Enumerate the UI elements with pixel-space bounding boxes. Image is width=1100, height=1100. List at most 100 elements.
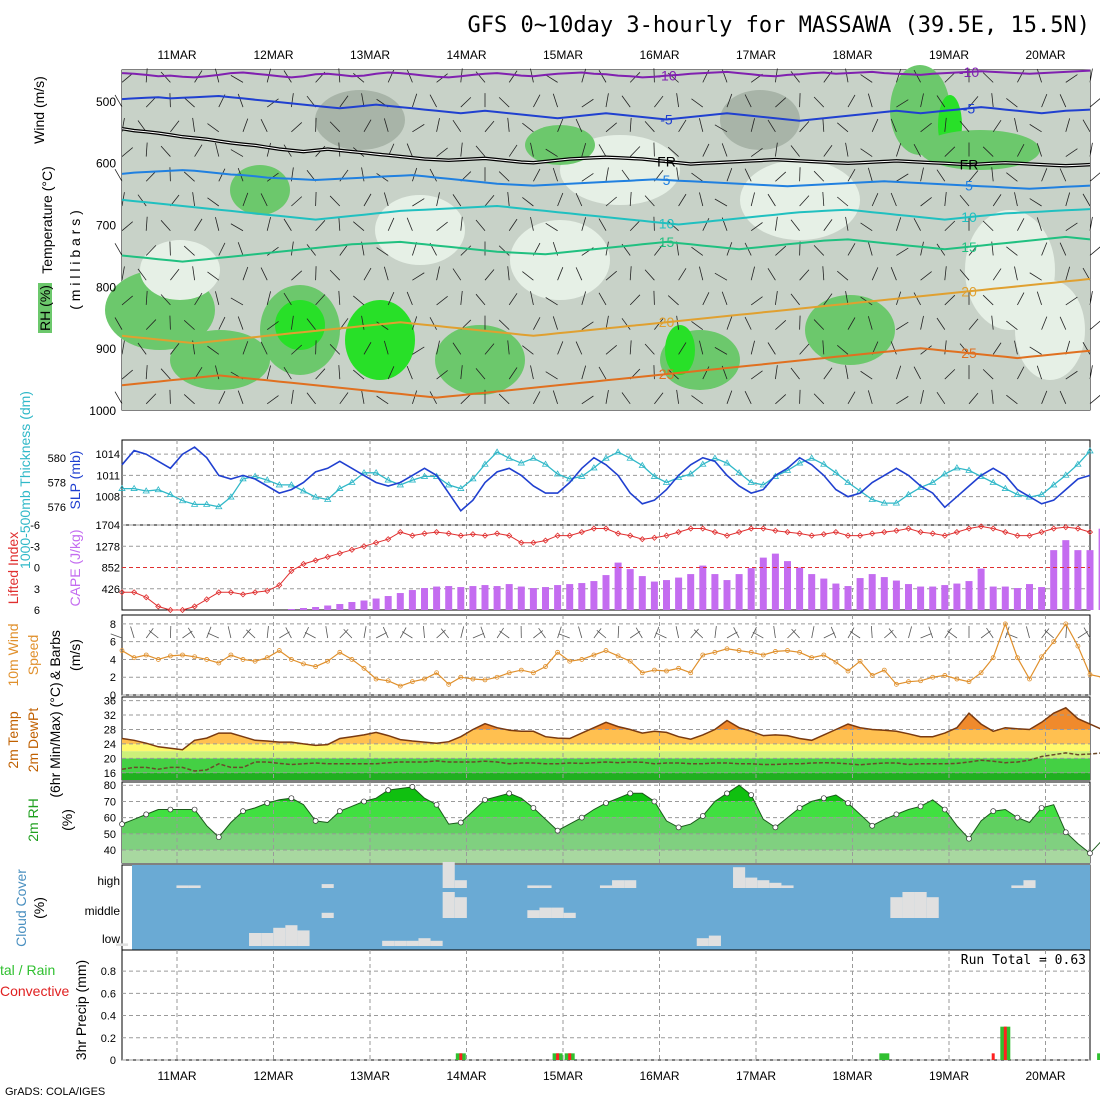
precip-panel: 0 0.2 0.4 0.6 0.8 Run Total = 0.63 3hr Precip …: [0, 949, 1100, 1067]
wind-barb: [242, 628, 252, 639]
rh-point: [1014, 814, 1021, 821]
thickness-point: [408, 476, 417, 483]
wind-barb: [291, 315, 294, 330]
wind-barb: [936, 169, 946, 182]
wind-speed-point: [869, 673, 875, 678]
li-point: [179, 606, 186, 614]
wind-barb: [137, 268, 147, 281]
cloud-bar: [599, 885, 613, 888]
wind-barb: [339, 243, 349, 256]
wind-barb: [621, 392, 631, 405]
pressure-tick: 900: [96, 342, 116, 356]
temp-contour-line: [121, 347, 1091, 399]
rh-region: [525, 125, 595, 165]
wind-tick: 2: [110, 672, 116, 684]
wind-barb: [315, 294, 326, 306]
thickness-point: [699, 460, 707, 467]
cloud-bar: [176, 885, 189, 888]
li-point: [445, 530, 452, 537]
cape-bar: [735, 574, 743, 610]
wind-barb: [291, 344, 303, 355]
wind-barb: [170, 120, 180, 133]
wind-speed-point: [373, 676, 379, 682]
date-label-bottom: 19MAR: [929, 1069, 969, 1083]
wind-barb: [944, 117, 947, 132]
wind-barb: [376, 395, 389, 405]
wind-barb: [145, 245, 157, 256]
rh-band: [122, 850, 1090, 863]
li-point: [820, 531, 827, 538]
precip-total-bar: [879, 1053, 890, 1060]
wind-barb: [635, 627, 643, 639]
cloud-bar: [297, 930, 310, 946]
rh-point: [506, 790, 513, 797]
wind-barb: [121, 295, 133, 306]
cape-bar: [687, 574, 695, 610]
wind-barb: [726, 167, 733, 182]
cloud-bar: [733, 867, 746, 888]
thickness-point: [626, 454, 634, 461]
wind-barb: [507, 340, 510, 355]
wind-barb: [530, 216, 534, 231]
thickness-point: [130, 484, 138, 491]
thickness-point: [505, 454, 513, 461]
wind-barb: [822, 340, 825, 355]
rh-point: [699, 813, 706, 819]
wind-speed-point: [337, 649, 343, 655]
cloud-bar: [273, 927, 286, 946]
wind-speed-point: [966, 679, 972, 685]
wind-barb: [361, 315, 365, 330]
wind-barb: [460, 365, 463, 380]
precip-tick: 0.8: [101, 966, 116, 978]
wind-barb: [496, 627, 504, 639]
wind-speed-point: [1002, 621, 1008, 627]
wind-barb: [484, 195, 495, 207]
wind-barb: [460, 216, 463, 231]
cloud-bar: [539, 885, 552, 888]
thickness-point: [239, 475, 247, 482]
date-label-top: 13MAR: [350, 48, 390, 62]
wind-barb: [1059, 168, 1067, 182]
rh-point: [457, 819, 464, 826]
precip-total-bar: [1097, 1053, 1100, 1060]
wind-barb: [799, 195, 810, 207]
thickness-point: [711, 454, 719, 461]
wind-barb: [896, 68, 902, 83]
wind-barb: [654, 244, 664, 256]
wind-barb: [387, 69, 395, 83]
li-tick: 3: [34, 584, 40, 596]
wind-barb: [436, 118, 440, 132]
rh-point: [893, 811, 900, 818]
wind-barb: [1089, 394, 1100, 405]
wind-barb: [145, 628, 154, 639]
wind-barb: [329, 121, 341, 133]
wind-barb: [775, 142, 778, 157]
wind-barb: [699, 340, 704, 355]
temp-contour-label: 5: [965, 178, 973, 194]
wind-barb: [644, 343, 655, 355]
li-point: [433, 529, 440, 536]
wind-barb: [183, 319, 195, 330]
wind-barb: [498, 319, 510, 330]
wind-barb: [353, 73, 365, 83]
wind-barb: [1082, 119, 1091, 133]
wind-barb: [260, 193, 268, 207]
wind-barb: [218, 316, 226, 330]
wind-barb: [145, 319, 157, 330]
cloud-bar: [406, 940, 419, 946]
wind-barb: [860, 370, 873, 380]
wind-speed-point: [470, 676, 476, 682]
wind-barb: [545, 74, 558, 83]
thickness-tick: 578: [48, 478, 66, 490]
thickness-point: [807, 454, 816, 461]
wind-barb: [402, 631, 413, 639]
rh-region: [805, 295, 895, 365]
wind-barb: [699, 192, 704, 207]
wind-barb: [440, 628, 450, 639]
wind-barb: [306, 318, 316, 330]
wind-barb: [813, 170, 825, 182]
wind-barb: [896, 143, 902, 157]
rh-point: [820, 795, 827, 802]
wind-speed-point: [301, 661, 306, 667]
wind-barb: [507, 266, 510, 281]
